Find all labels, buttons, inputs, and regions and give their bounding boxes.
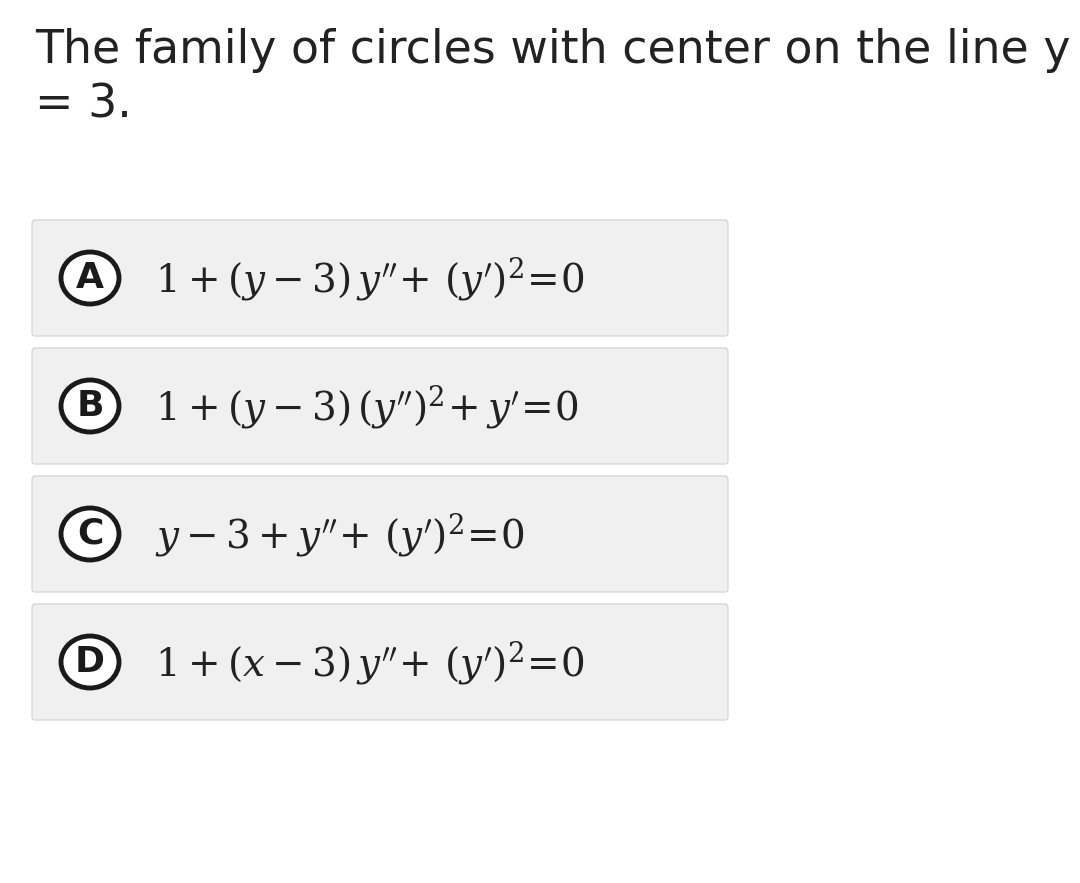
FancyBboxPatch shape: [32, 476, 728, 592]
FancyBboxPatch shape: [32, 604, 728, 720]
Text: B: B: [77, 389, 104, 423]
Text: C: C: [77, 517, 104, 551]
Text: = 3.: = 3.: [35, 83, 132, 128]
Text: A: A: [76, 261, 104, 295]
Ellipse shape: [60, 252, 119, 304]
Text: $y-3+y''\!+\,(y')^{2}\!=\!0$: $y-3+y''\!+\,(y')^{2}\!=\!0$: [156, 510, 525, 557]
Text: $1+(y-3)\,(y'')^{2}\!+y'\!=\!0$: $1+(y-3)\,(y'')^{2}\!+y'\!=\!0$: [156, 382, 579, 429]
Text: $1+(y-3)\,y''\!+\,(y')^{2}\!=\!0$: $1+(y-3)\,y''\!+\,(y')^{2}\!=\!0$: [156, 254, 584, 301]
Ellipse shape: [60, 636, 119, 688]
Ellipse shape: [60, 380, 119, 432]
FancyBboxPatch shape: [32, 220, 728, 336]
Text: D: D: [75, 645, 105, 679]
Text: $1+(x-3)\,y''\!+\,(y')^{2}\!=\!0$: $1+(x-3)\,y''\!+\,(y')^{2}\!=\!0$: [156, 638, 584, 685]
Text: The family of circles with center on the line y: The family of circles with center on the…: [35, 28, 1070, 73]
Ellipse shape: [60, 508, 119, 560]
FancyBboxPatch shape: [32, 348, 728, 464]
